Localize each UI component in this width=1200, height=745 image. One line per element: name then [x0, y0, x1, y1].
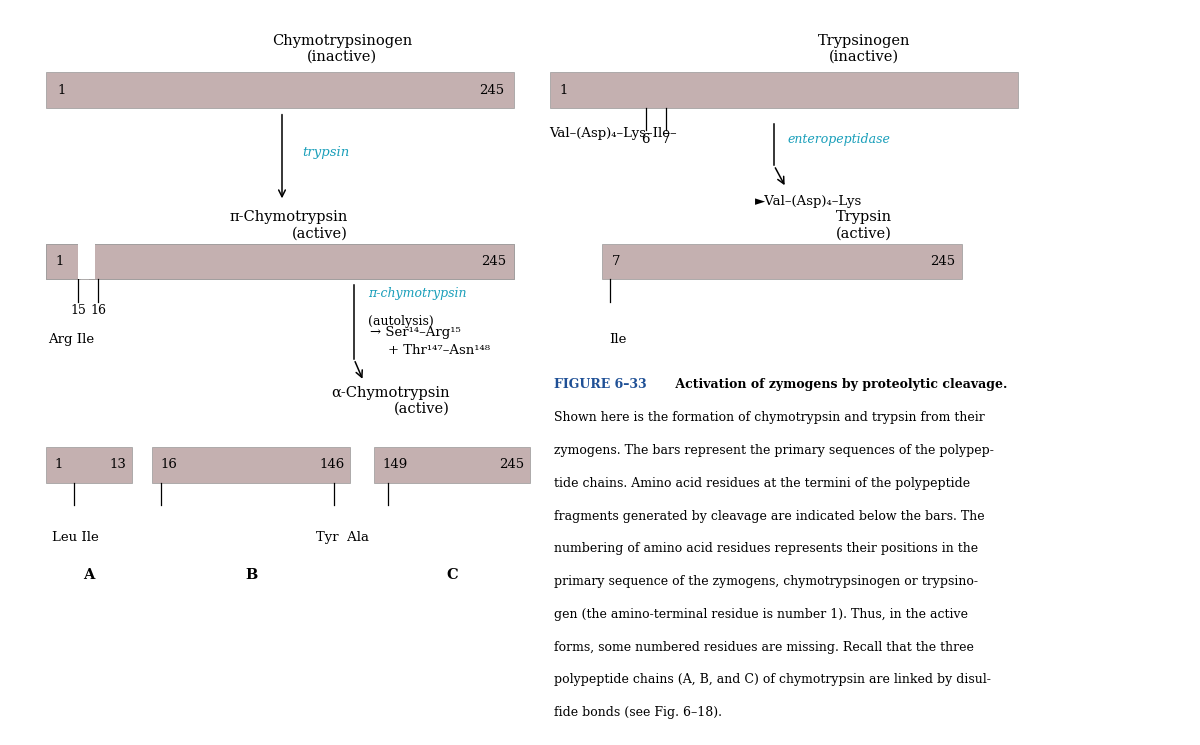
Text: 245: 245 [481, 255, 506, 268]
Bar [46, 244, 80, 279]
Bar [46, 72, 514, 108]
Text: 6: 6 [641, 133, 650, 145]
Text: 1: 1 [54, 458, 62, 472]
Text: Tyr  Ala: Tyr Ala [316, 531, 368, 544]
Text: polypeptide chains (A, B, and C) of chymotrypsin are linked by disul-: polypeptide chains (A, B, and C) of chym… [554, 673, 991, 686]
Text: 245: 245 [930, 255, 955, 268]
Text: (autolysis): (autolysis) [368, 315, 434, 328]
Text: + Thr¹⁴⁷–Asn¹⁴⁸: + Thr¹⁴⁷–Asn¹⁴⁸ [388, 344, 490, 357]
Bar [374, 447, 530, 483]
Bar [46, 447, 132, 483]
Text: 146: 146 [319, 458, 344, 472]
Text: FIGURE 6–33: FIGURE 6–33 [554, 378, 647, 391]
Bar [78, 244, 95, 279]
FancyArrowPatch shape [775, 168, 784, 184]
Text: 15: 15 [70, 304, 86, 317]
Text: trypsin: trypsin [302, 146, 349, 159]
Text: 7: 7 [612, 255, 620, 268]
Text: 7: 7 [661, 133, 671, 145]
Text: α-Chymotrypsin
(active): α-Chymotrypsin (active) [331, 386, 450, 416]
Text: Trypsin
(active): Trypsin (active) [836, 210, 892, 241]
Text: enteropeptidase: enteropeptidase [787, 133, 890, 145]
Text: fragments generated by cleavage are indicated below the bars. The: fragments generated by cleavage are indi… [554, 510, 985, 522]
Text: forms, some numbered residues are missing. Recall that the three: forms, some numbered residues are missin… [554, 641, 974, 653]
Text: zymogens. The bars represent the primary sequences of the polypep-: zymogens. The bars represent the primary… [554, 444, 995, 457]
Text: → Ser¹⁴–Arg¹⁵: → Ser¹⁴–Arg¹⁵ [370, 326, 461, 339]
Text: fide bonds (see Fig. 6–18).: fide bonds (see Fig. 6–18). [554, 706, 722, 719]
Bar [152, 447, 350, 483]
Text: Arg Ile: Arg Ile [48, 333, 94, 346]
Text: Val–(Asp)₄–Lys–Ile–: Val–(Asp)₄–Lys–Ile– [550, 127, 677, 139]
Text: 245: 245 [499, 458, 524, 472]
Text: Activation of zymogens by proteolytic cleavage.: Activation of zymogens by proteolytic cl… [671, 378, 1007, 391]
Bar [550, 72, 1018, 108]
Text: 1: 1 [55, 255, 64, 268]
Text: π-Chymotrypsin
(active): π-Chymotrypsin (active) [229, 210, 348, 241]
Text: 16: 16 [161, 458, 178, 472]
Bar [602, 244, 962, 279]
Text: 1: 1 [58, 83, 66, 97]
Text: C: C [446, 568, 458, 583]
Text: Shown here is the formation of chymotrypsin and trypsin from their: Shown here is the formation of chymotryp… [554, 411, 985, 424]
Text: Chymotrypsinogen
(inactive): Chymotrypsinogen (inactive) [272, 34, 412, 64]
Bar [46, 244, 514, 279]
Text: gen (the amino-terminal residue is number 1). Thus, in the active: gen (the amino-terminal residue is numbe… [554, 608, 968, 621]
Text: π-chymotrypsin: π-chymotrypsin [368, 287, 467, 299]
Text: Ile: Ile [610, 333, 626, 346]
Text: B: B [245, 568, 258, 583]
Text: 1: 1 [559, 83, 568, 97]
Text: A: A [83, 568, 95, 583]
Text: Trypsinogen
(inactive): Trypsinogen (inactive) [817, 34, 911, 64]
Bar [89, 244, 514, 279]
Text: numbering of amino acid residues represents their positions in the: numbering of amino acid residues represe… [554, 542, 978, 555]
Text: 13: 13 [109, 458, 126, 472]
Text: tide chains. Amino acid residues at the termini of the polypeptide: tide chains. Amino acid residues at the … [554, 477, 971, 489]
Text: 16: 16 [90, 304, 107, 317]
Text: ►Val–(Asp)₄–Lys: ►Val–(Asp)₄–Lys [755, 195, 862, 208]
FancyArrowPatch shape [355, 361, 362, 377]
Text: Leu Ile: Leu Ile [52, 531, 98, 544]
Text: primary sequence of the zymogens, chymotrypsinogen or trypsino-: primary sequence of the zymogens, chymot… [554, 575, 978, 588]
Text: 149: 149 [383, 458, 408, 472]
Text: 245: 245 [479, 83, 504, 97]
